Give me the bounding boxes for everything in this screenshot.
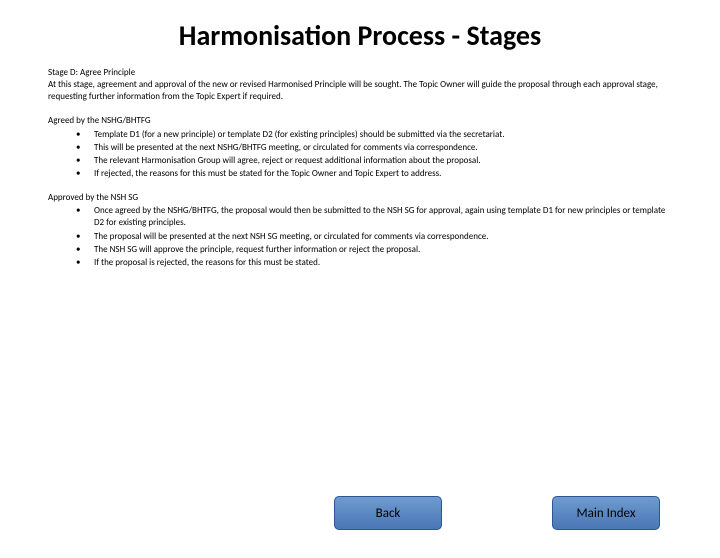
section-approved: Approved by the NSH SG Once agreed by th…: [48, 192, 672, 269]
back-button[interactable]: Back: [334, 496, 442, 530]
section-agreed-heading: Agreed by the NSHG/BHTFG: [48, 115, 672, 127]
list-item: If the proposal is rejected, the reasons…: [76, 257, 672, 269]
content-area: Stage D: Agree Principle At this stage, …: [0, 67, 720, 269]
section-agreed: Agreed by the NSHG/BHTFG Template D1 (fo…: [48, 115, 672, 180]
list-item: Once agreed by the NSHG/BHTFG, the propo…: [76, 205, 672, 229]
list-item: If rejected, the reasons for this must b…: [76, 168, 672, 180]
list-item: This will be presented at the next NSHG/…: [76, 142, 672, 154]
stage-description: At this stage, agreement and approval of…: [48, 79, 672, 103]
stage-heading: Stage D: Agree Principle: [48, 67, 672, 79]
intro-block: Stage D: Agree Principle At this stage, …: [48, 67, 672, 103]
list-item: The relevant Harmonisation Group will ag…: [76, 155, 672, 167]
list-item: The proposal will be presented at the ne…: [76, 231, 672, 243]
main-index-button[interactable]: Main Index: [552, 496, 660, 530]
list-item: Template D1 (for a new principle) or tem…: [76, 129, 672, 141]
section-approved-heading: Approved by the NSH SG: [48, 192, 672, 204]
slide-title: Harmonisation Process - Stages: [0, 18, 720, 53]
list-item: The NSH SG will approve the principle, r…: [76, 244, 672, 256]
approved-list: Once agreed by the NSHG/BHTFG, the propo…: [48, 205, 672, 269]
button-row: Back Main Index: [0, 496, 720, 530]
agreed-list: Template D1 (for a new principle) or tem…: [48, 129, 672, 181]
